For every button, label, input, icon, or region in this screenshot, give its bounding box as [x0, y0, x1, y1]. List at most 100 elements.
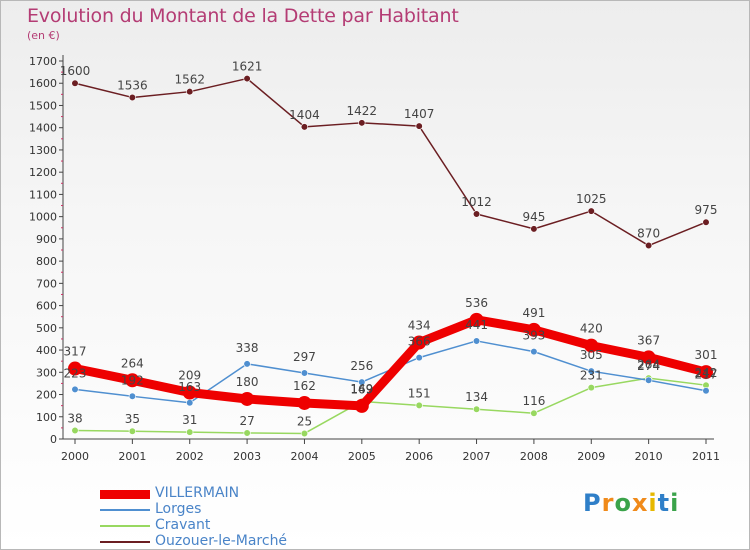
data-label: 180: [236, 375, 259, 389]
y-tick-label: 800: [36, 255, 57, 268]
data-label: 491: [522, 306, 545, 320]
data-label: 163: [178, 380, 201, 394]
data-label: 162: [293, 379, 316, 393]
x-tick-label: 2010: [635, 450, 663, 463]
data-label: 1012: [461, 195, 492, 209]
legend-label: Cravant: [155, 517, 211, 533]
series-line: [74, 377, 707, 435]
legend-label: Lorges: [155, 501, 202, 517]
logo-letter: P: [583, 489, 602, 517]
data-point: [71, 385, 79, 394]
y-tick-label: 1000: [29, 211, 57, 224]
data-label: 35: [125, 412, 140, 426]
data-label: 274: [637, 359, 660, 373]
data-point: [702, 218, 710, 226]
legend-item: Lorges: [100, 501, 340, 518]
data-label: 1404: [289, 108, 320, 122]
data-point: [472, 337, 481, 345]
data-point: [128, 93, 136, 102]
chart-title: Evolution du Montant de la Dette par Hab…: [27, 5, 459, 27]
x-tick-label: 2003: [233, 450, 261, 463]
data-point: [472, 405, 481, 413]
legend-label: VILLERMAIN: [155, 485, 240, 501]
x-tick-label: 2001: [118, 450, 146, 463]
y-tick-label: 600: [36, 300, 57, 313]
data-label: 297: [293, 350, 316, 364]
data-label: 1422: [347, 104, 378, 118]
x-tick-label: 2002: [176, 450, 204, 463]
data-point: [243, 429, 251, 437]
x-tick-label: 2006: [405, 450, 433, 463]
legend-swatch: [100, 509, 150, 511]
x-tick-label: 2011: [692, 450, 720, 463]
data-point: [526, 322, 541, 337]
data-point: [645, 376, 653, 384]
x-tick-label: 2000: [61, 450, 89, 463]
data-label: 536: [465, 296, 488, 310]
y-tick-label: 1100: [29, 188, 57, 201]
x-tick-label: 2004: [290, 450, 318, 463]
data-point: [300, 429, 309, 438]
chart-subtitle: (en €): [27, 29, 60, 42]
data-label: 367: [637, 333, 660, 347]
data-point: [530, 409, 538, 417]
y-tick-label: 200: [36, 389, 57, 402]
y-tick-label: 1500: [29, 99, 57, 112]
data-point: [128, 427, 136, 435]
data-label: 31: [182, 413, 197, 427]
x-tick-label: 2005: [348, 450, 376, 463]
data-point: [128, 392, 136, 400]
y-tick-label: 700: [36, 277, 57, 290]
data-label: 151: [408, 386, 431, 400]
data-point: [243, 74, 251, 83]
data-point: [358, 378, 366, 386]
legend-item: Ouzouer-le-Marché: [100, 533, 340, 550]
y-tick-label: 1400: [29, 122, 57, 135]
data-label: 366: [408, 335, 431, 349]
y-tick-label: 1600: [29, 77, 57, 90]
data-point: [587, 384, 595, 392]
data-label: 223: [64, 366, 87, 380]
data-point: [645, 241, 653, 250]
y-tick-label: 400: [36, 344, 57, 357]
data-point: [240, 391, 255, 406]
data-label: 116: [522, 394, 545, 408]
data-point: [699, 365, 713, 380]
data-point: [186, 88, 194, 96]
data-label: 27: [239, 414, 254, 428]
logo-letter: r: [601, 489, 615, 517]
data-point: [300, 123, 309, 131]
data-label: 264: [637, 357, 660, 371]
data-label: 25: [297, 414, 312, 428]
data-point: [125, 373, 140, 388]
y-tick-label: 1200: [29, 166, 57, 179]
data-point: [530, 348, 538, 356]
data-label: 264: [121, 356, 144, 370]
data-label: 434: [408, 318, 431, 332]
data-label: 1600: [60, 64, 91, 78]
data-point: [182, 385, 197, 400]
data-label: 301: [695, 348, 718, 362]
data-point: [71, 79, 79, 87]
data-point: [68, 361, 82, 376]
logo-letter: i: [648, 489, 658, 517]
legend-item: Cravant: [100, 517, 340, 534]
data-point: [415, 354, 423, 362]
x-tick-label: 2009: [577, 450, 605, 463]
data-label: 134: [465, 390, 488, 404]
data-label: 149: [350, 382, 373, 396]
data-label: 338: [236, 341, 259, 355]
x-tick-label: 2008: [520, 450, 548, 463]
data-label: 393: [522, 329, 545, 343]
legend-item: VILLERMAIN: [100, 485, 340, 502]
data-point: [243, 360, 251, 368]
data-label: 169: [350, 382, 373, 396]
data-point: [415, 122, 423, 130]
y-tick-label: 1300: [29, 144, 57, 157]
logo-letter: t: [657, 489, 671, 517]
data-point: [297, 395, 312, 410]
data-point: [186, 428, 194, 436]
data-point: [71, 426, 79, 435]
